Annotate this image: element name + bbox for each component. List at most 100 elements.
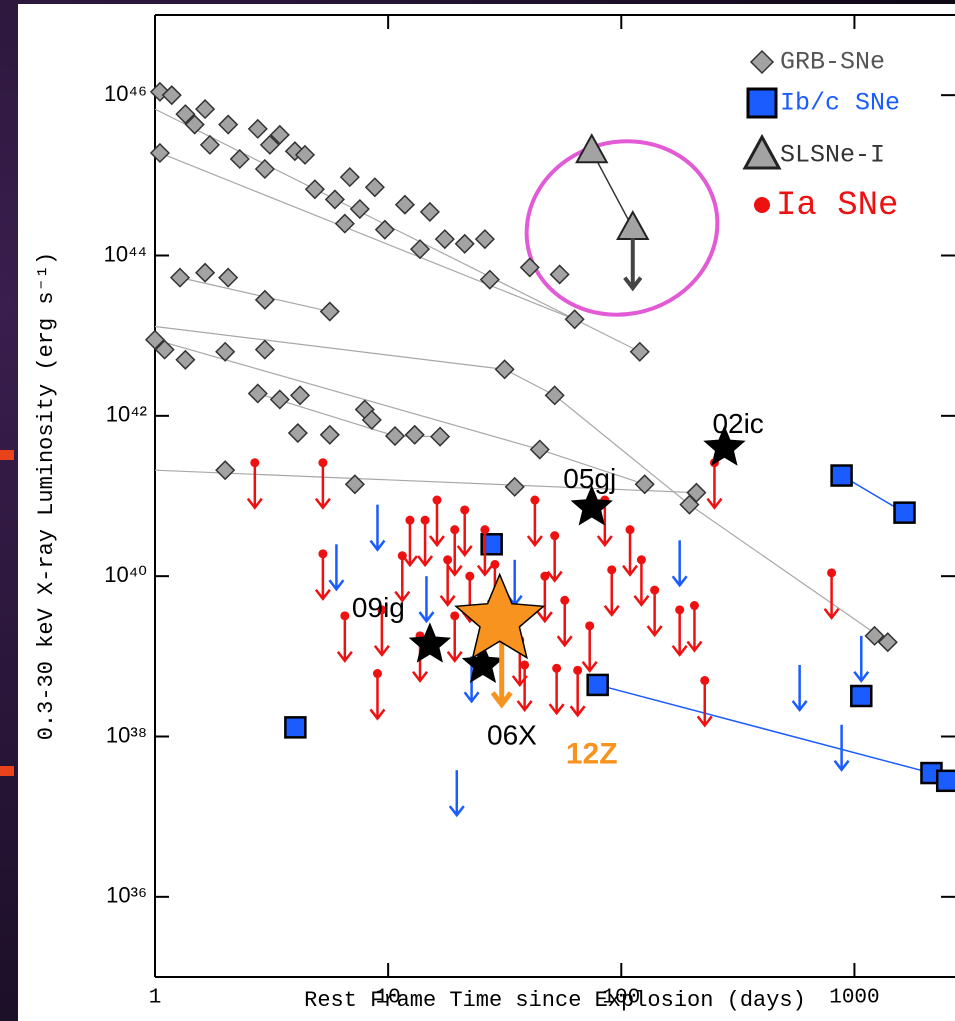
upper-limit xyxy=(526,495,543,548)
arrow-head xyxy=(686,640,703,653)
grb-point xyxy=(218,114,239,135)
upper-limit xyxy=(369,669,386,721)
grb-point xyxy=(290,385,311,406)
named-sn xyxy=(570,485,613,526)
grb-point xyxy=(434,229,455,250)
x-tick-label: 1 xyxy=(149,987,162,1010)
upper-limit xyxy=(791,664,808,713)
arrow-head xyxy=(526,535,543,548)
grb-point xyxy=(218,267,239,288)
star xyxy=(570,485,613,526)
upper-limit xyxy=(622,525,639,577)
grb-point xyxy=(344,474,365,495)
grb-point xyxy=(409,239,431,260)
grb-point xyxy=(864,625,885,646)
sn-label: 09ig xyxy=(352,592,405,623)
grb-point xyxy=(144,329,166,350)
arrow-head xyxy=(603,604,620,617)
upper-limit xyxy=(833,724,850,772)
grb-point xyxy=(304,179,325,200)
upper-limit xyxy=(536,571,553,624)
upper-limit xyxy=(418,576,435,624)
arrow-head xyxy=(516,700,533,713)
grb-point xyxy=(504,476,525,497)
upper-limit xyxy=(314,458,331,510)
star xyxy=(703,425,746,466)
arrow-head xyxy=(394,590,411,603)
grb-point xyxy=(184,114,205,135)
grb-point xyxy=(254,339,275,360)
highlight-ellipse xyxy=(524,139,720,317)
arrow-head xyxy=(671,575,688,588)
grb-point xyxy=(195,262,216,283)
grb-point xyxy=(199,134,220,155)
ibc-point xyxy=(284,716,307,739)
grb-point xyxy=(229,148,250,170)
arrow-head xyxy=(314,588,331,601)
connecting-line xyxy=(179,277,330,313)
grb-point xyxy=(175,104,196,125)
slsn-point xyxy=(575,133,609,164)
arrow-head xyxy=(556,635,573,648)
y-tick-label: 10³⁶ xyxy=(106,883,147,908)
legend-marker xyxy=(754,197,770,213)
arrow-head xyxy=(623,276,643,292)
decor xyxy=(0,766,14,776)
arrow-head xyxy=(456,545,473,557)
sn-label: 05gj xyxy=(563,463,616,494)
upper-limit xyxy=(448,770,465,818)
ibc-point xyxy=(586,673,609,697)
upper-limit xyxy=(314,549,331,601)
arrow-head xyxy=(369,539,386,552)
arrow-head xyxy=(463,691,480,704)
legend-item: GRB-SNe xyxy=(749,48,885,77)
connecting-line xyxy=(154,469,697,494)
arrow-head xyxy=(418,611,435,624)
named-sn xyxy=(454,572,546,709)
arrow-head xyxy=(448,805,465,818)
arrow-head xyxy=(569,705,586,718)
legend-item: SLSNe-I xyxy=(742,133,885,170)
grb-point xyxy=(454,233,475,254)
connecting-line xyxy=(591,150,634,229)
grb-point xyxy=(394,194,415,215)
grb-point xyxy=(215,341,236,362)
arrow-head xyxy=(791,700,808,713)
grb-point xyxy=(319,424,340,445)
x-axis-label: Rest Frame Time since Explosion (days) xyxy=(304,988,806,1013)
upper-limit xyxy=(446,525,463,577)
arrow-head xyxy=(490,691,513,709)
legend-item: Ib/c SNe xyxy=(746,87,900,119)
upper-limit xyxy=(456,505,473,557)
grb-point xyxy=(294,144,316,165)
arrow-head xyxy=(596,535,613,548)
grb-point xyxy=(474,229,495,250)
arrow-head xyxy=(823,607,840,620)
upper-limit xyxy=(603,565,620,617)
grb-point xyxy=(361,409,382,430)
grb-point xyxy=(247,383,268,404)
upper-limit xyxy=(548,663,565,716)
ibc-point xyxy=(850,684,873,708)
arrow-head xyxy=(446,564,463,577)
grb-point xyxy=(549,264,570,285)
grb-point xyxy=(686,482,707,503)
upper-limit xyxy=(516,660,533,713)
legend-marker xyxy=(746,87,778,119)
x-tick-label: 10 xyxy=(376,987,401,1010)
grb-point xyxy=(349,198,370,220)
legend-label: SLSNe-I xyxy=(780,141,885,170)
grb-point xyxy=(519,257,540,278)
upper-limit xyxy=(476,525,493,577)
ibc-point xyxy=(480,533,503,556)
y-tick-label: 10⁴² xyxy=(106,402,147,427)
upper-limit xyxy=(446,611,463,663)
grb-point xyxy=(169,267,191,288)
y-tick-label: 10³⁸ xyxy=(106,722,147,747)
upper-limit xyxy=(616,209,650,292)
x-tick-label: 100 xyxy=(602,987,640,1010)
grb-point xyxy=(161,85,182,106)
arrow-head xyxy=(581,660,598,673)
